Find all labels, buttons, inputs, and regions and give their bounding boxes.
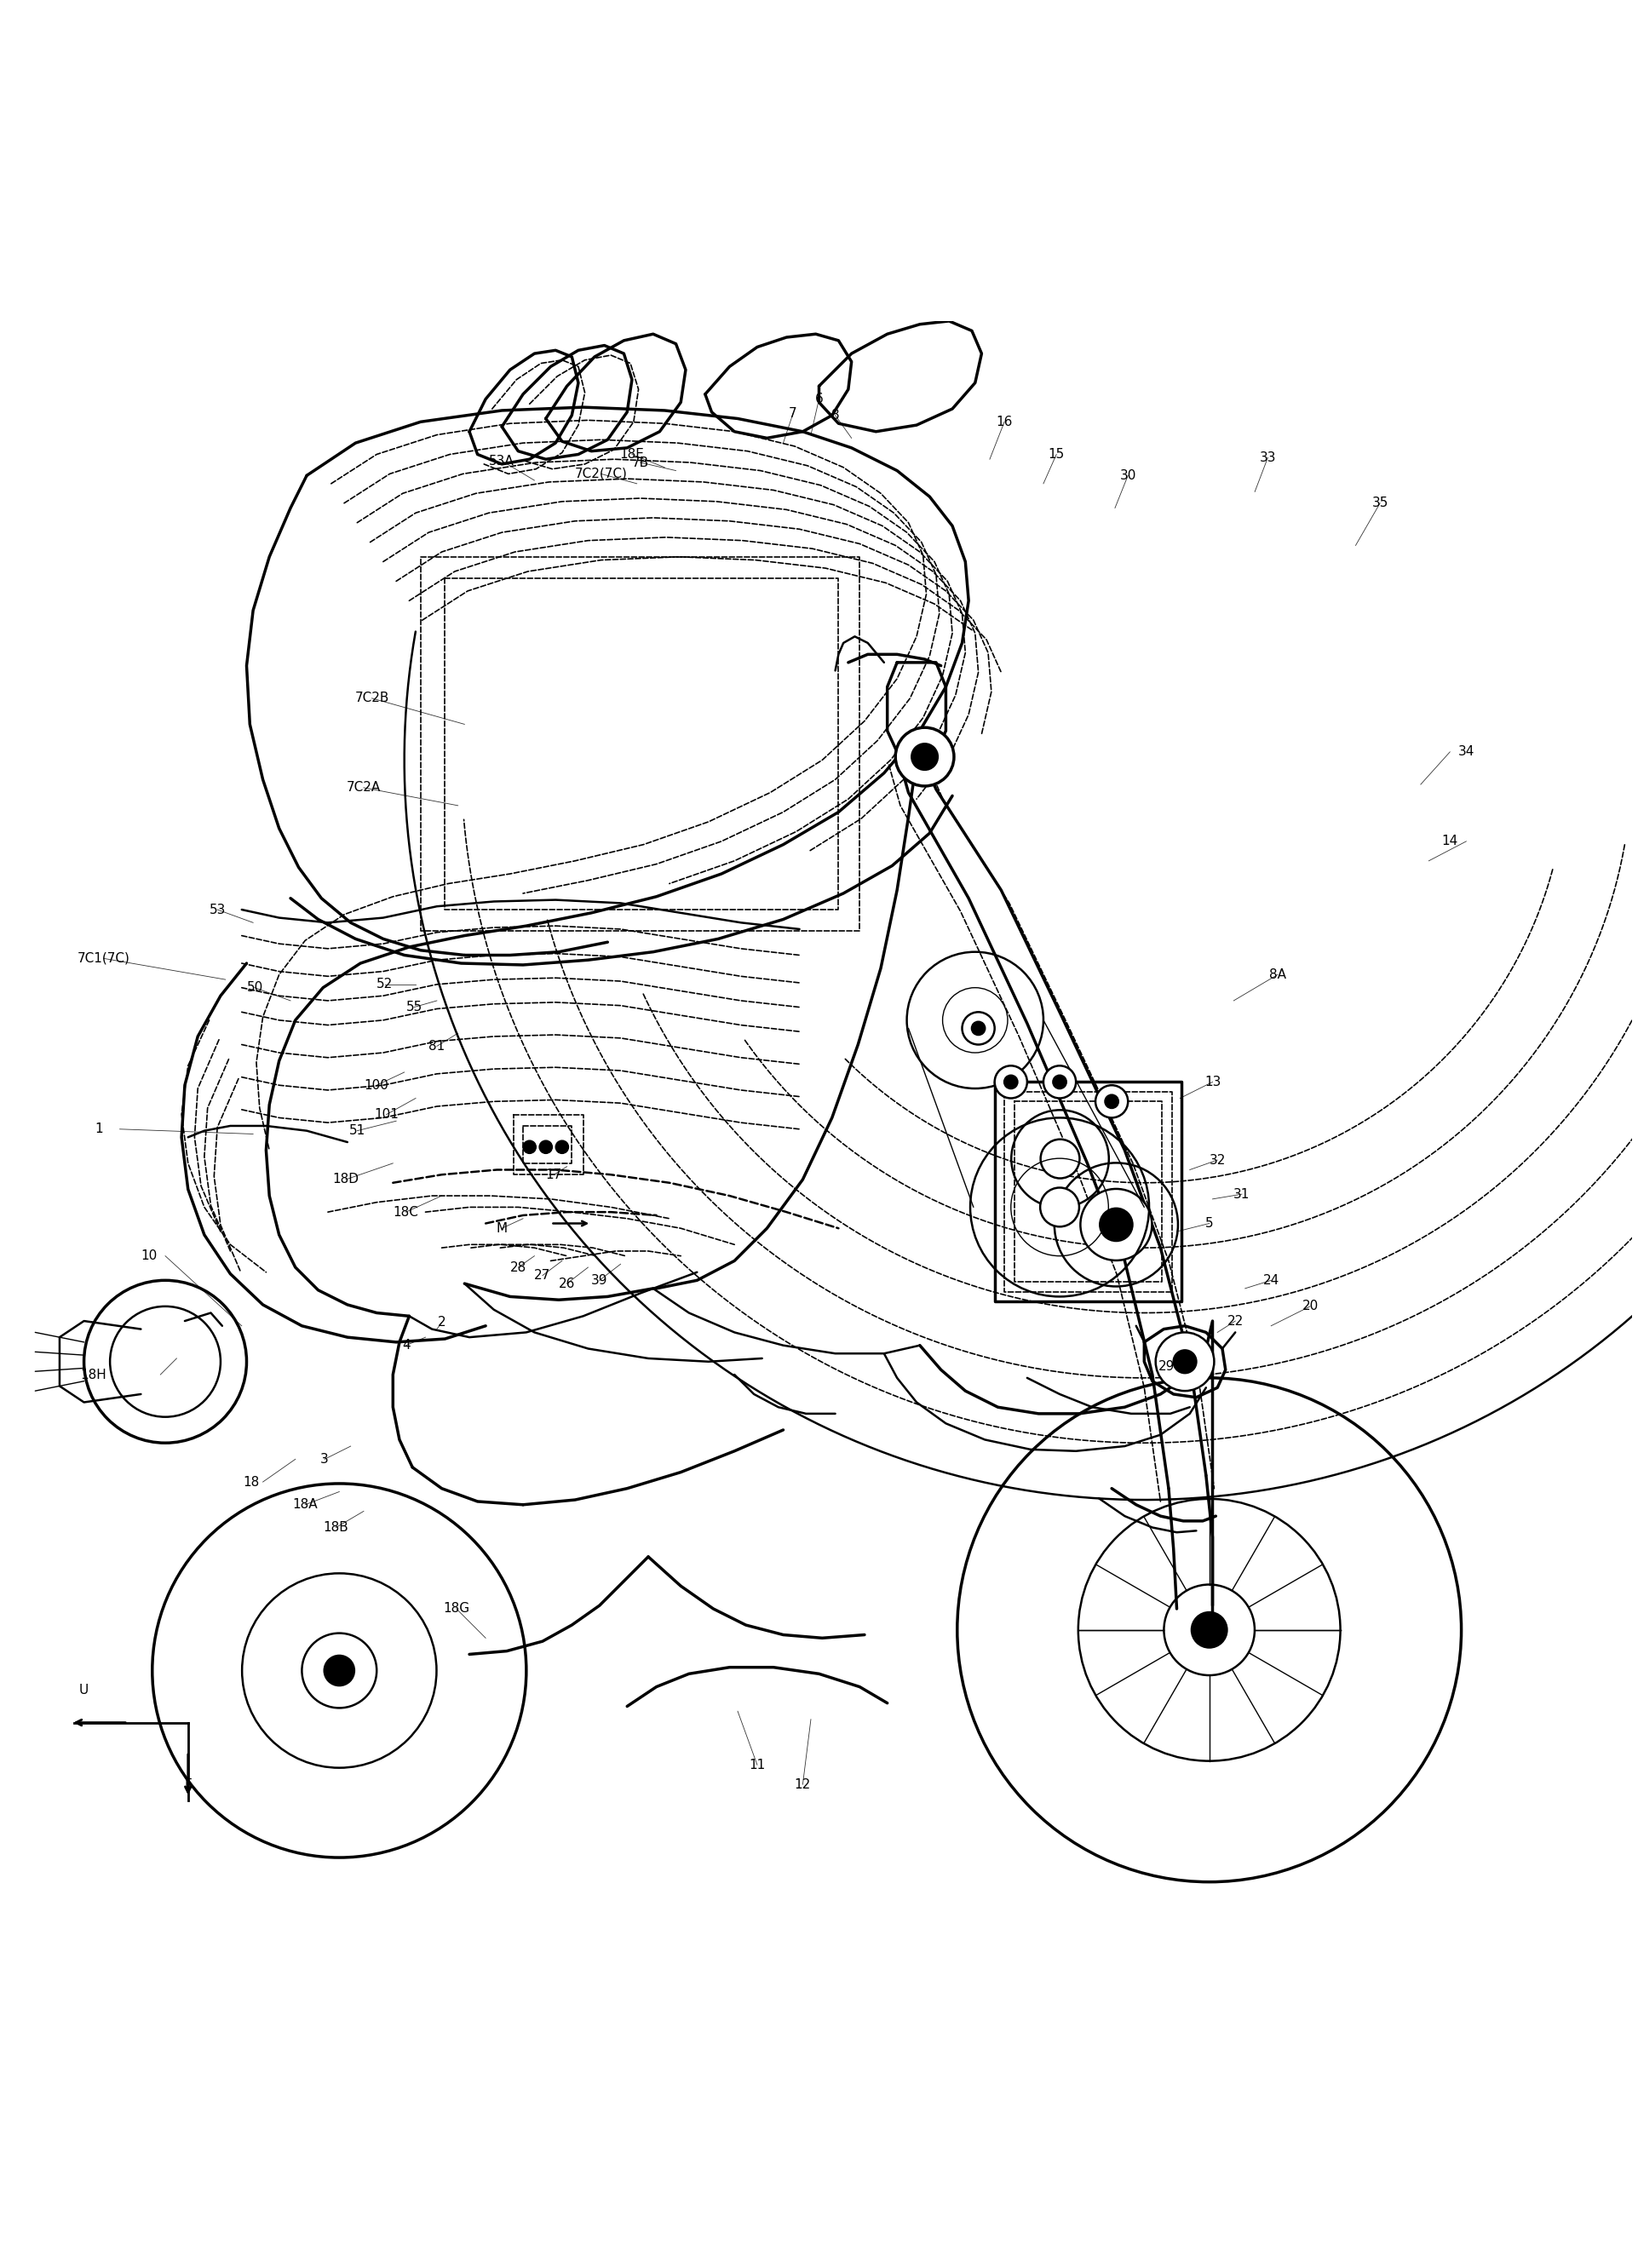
Text: 7C1(7C): 7C1(7C) [77, 953, 129, 964]
Text: 18B: 18B [323, 1522, 349, 1533]
Text: 16: 16 [996, 415, 1012, 429]
Circle shape [1004, 1075, 1017, 1089]
Text: 8A: 8A [1269, 968, 1286, 982]
Text: 13: 13 [1204, 1075, 1220, 1089]
Circle shape [1101, 1209, 1132, 1241]
Circle shape [301, 1633, 377, 1708]
Text: 15: 15 [1048, 449, 1065, 460]
Text: 6: 6 [814, 392, 824, 406]
Circle shape [1173, 1349, 1196, 1372]
Text: 2: 2 [437, 1315, 446, 1329]
Text: 18D: 18D [333, 1173, 359, 1186]
Text: 100: 100 [364, 1080, 388, 1091]
Text: 5: 5 [1206, 1218, 1214, 1229]
Text: 31: 31 [1233, 1188, 1250, 1200]
Text: 24: 24 [1263, 1275, 1279, 1286]
Text: 52: 52 [377, 978, 393, 991]
Circle shape [1106, 1095, 1119, 1109]
Circle shape [912, 744, 937, 769]
Text: 55: 55 [406, 1000, 423, 1014]
Circle shape [994, 1066, 1027, 1098]
Circle shape [539, 1141, 552, 1154]
Text: 18H: 18H [80, 1368, 106, 1381]
Text: 14: 14 [1441, 835, 1458, 848]
Text: 7C2A: 7C2A [347, 780, 380, 794]
Circle shape [324, 1656, 354, 1685]
Text: 4: 4 [401, 1338, 410, 1352]
Circle shape [1165, 1585, 1255, 1676]
Text: 35: 35 [1371, 497, 1389, 510]
Text: U: U [79, 1683, 88, 1696]
Text: 28: 28 [509, 1261, 526, 1275]
Text: 81: 81 [429, 1039, 446, 1052]
Text: 29: 29 [1158, 1361, 1174, 1372]
Circle shape [1096, 1084, 1129, 1118]
Text: 30: 30 [1120, 469, 1137, 481]
Text: 51: 51 [349, 1125, 365, 1136]
Text: 22: 22 [1227, 1315, 1243, 1327]
Circle shape [896, 728, 953, 787]
Text: 7C2B: 7C2B [354, 692, 388, 705]
Circle shape [555, 1141, 568, 1154]
Text: 20: 20 [1302, 1300, 1319, 1313]
Text: 7: 7 [790, 408, 798, 420]
Text: 7B: 7B [632, 456, 649, 469]
Text: 12: 12 [794, 1778, 811, 1792]
Text: 34: 34 [1458, 746, 1474, 758]
Text: 18: 18 [244, 1476, 260, 1488]
Text: 50: 50 [247, 982, 264, 993]
Circle shape [1191, 1613, 1227, 1647]
Circle shape [971, 1023, 984, 1034]
Circle shape [523, 1141, 536, 1154]
Text: 39: 39 [591, 1275, 608, 1286]
Text: 7C2(7C): 7C2(7C) [575, 467, 627, 481]
Circle shape [1156, 1331, 1214, 1390]
Circle shape [1081, 1188, 1152, 1261]
Text: F: F [185, 1778, 192, 1792]
Circle shape [1040, 1139, 1079, 1179]
Text: 18C: 18C [393, 1207, 419, 1218]
Text: 8: 8 [830, 408, 839, 422]
Text: 53: 53 [210, 903, 226, 916]
Circle shape [1043, 1066, 1076, 1098]
Text: 10: 10 [141, 1250, 157, 1263]
Text: 101: 101 [373, 1109, 398, 1120]
Text: 3: 3 [321, 1454, 329, 1465]
Text: 18G: 18G [444, 1603, 470, 1615]
Text: 32: 32 [1209, 1154, 1225, 1166]
Text: 1: 1 [95, 1123, 103, 1136]
Text: 11: 11 [749, 1758, 765, 1771]
Text: 18A: 18A [293, 1499, 318, 1510]
Text: 53A: 53A [490, 454, 514, 467]
Circle shape [1053, 1075, 1066, 1089]
Text: 27: 27 [534, 1270, 550, 1281]
Circle shape [962, 1012, 994, 1046]
Text: 33: 33 [1260, 451, 1276, 465]
Text: 18E: 18E [619, 449, 644, 460]
Text: 26: 26 [559, 1277, 575, 1290]
Circle shape [1040, 1188, 1079, 1227]
Text: 17: 17 [545, 1168, 562, 1182]
Text: M: M [496, 1222, 508, 1234]
